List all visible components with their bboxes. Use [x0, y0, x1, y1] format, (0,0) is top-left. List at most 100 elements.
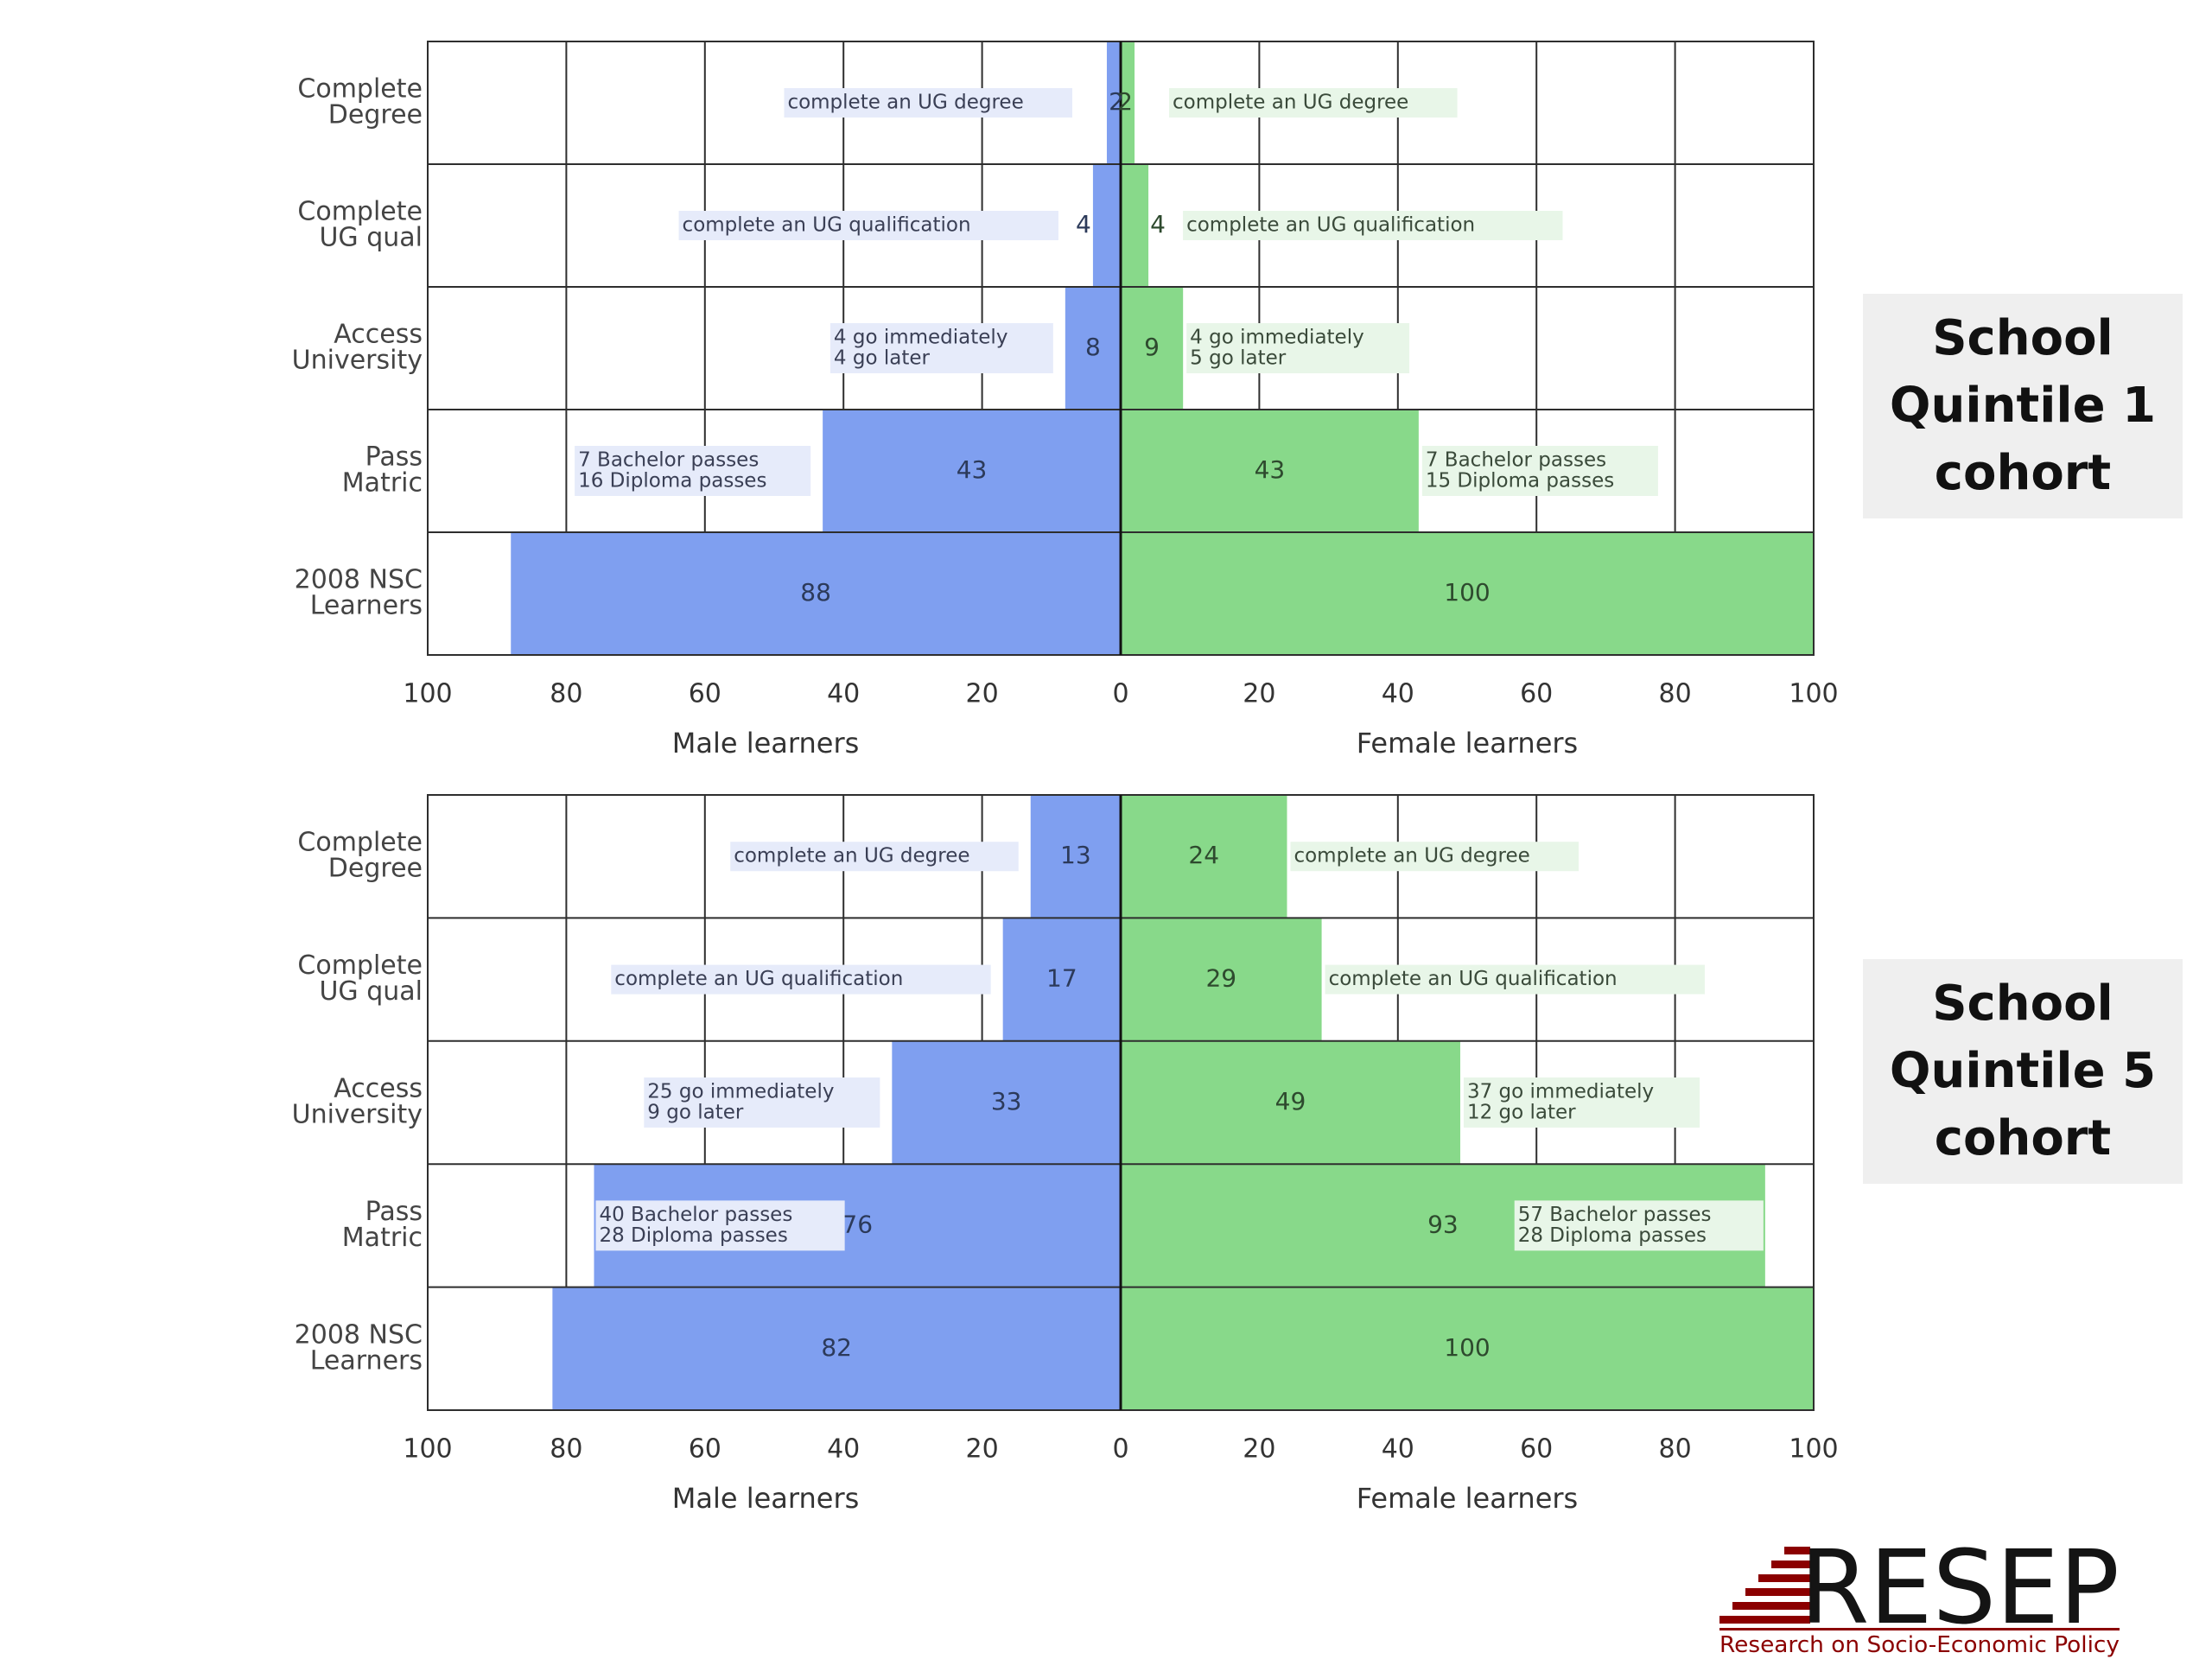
bar-value-label-male: 88 — [800, 578, 831, 607]
x-tick-label: 100 — [403, 679, 452, 709]
chart-panel-2: 13 24 complete an UG degree complete an UG … — [292, 794, 1839, 1515]
bar-female — [1121, 41, 1135, 164]
annotation-box-female — [1421, 446, 1658, 496]
category-label: University — [292, 1100, 423, 1130]
x-axis-title-male: Male learners — [672, 1482, 860, 1515]
annotation-text-male: 4 go later — [834, 347, 931, 370]
category-label: Access — [334, 320, 423, 350]
bar-value-label-female: 29 — [1205, 964, 1236, 993]
category-label: 2008 NSC — [295, 1319, 423, 1350]
annotation-text-male: complete an UG qualification — [614, 968, 903, 990]
annotation-text-male: complete an UG qualification — [683, 214, 971, 237]
cohort-label-line: Quintile 5 — [1889, 1043, 2157, 1099]
annotation-text-male: 28 Diploma passes — [599, 1224, 787, 1247]
logo-stair-icon — [1719, 1547, 1810, 1624]
annotation-box-male — [644, 1077, 880, 1128]
bar-value-label-female: 2 — [1117, 87, 1133, 116]
annotation-text-female: complete an UG qualification — [1186, 214, 1475, 237]
annotation-text-female: 5 go later — [1190, 347, 1287, 370]
category-label: University — [292, 346, 423, 376]
annotation-box-male — [611, 964, 991, 995]
annotation-box-male — [784, 88, 1072, 118]
bar-female — [1121, 795, 1287, 918]
bar-value-label-male: 82 — [821, 1333, 852, 1362]
annotation-box-female — [1463, 1077, 1700, 1128]
annotation-text-female: 28 Diploma passes — [1518, 1224, 1707, 1247]
annotation-text-male: complete an UG degree — [787, 92, 1023, 114]
x-tick-label: 100 — [1789, 679, 1838, 709]
category-label: Complete — [297, 74, 423, 105]
category-label: UG qual — [319, 223, 423, 253]
bar-male — [511, 532, 1121, 655]
bar-value-label-male: 43 — [957, 455, 988, 484]
bar-value-label-male: 2 — [1109, 87, 1124, 116]
x-tick-label: 40 — [1382, 679, 1414, 709]
annotation-box-female — [1186, 323, 1410, 373]
bar-female — [1121, 287, 1184, 410]
bar-value-label-male: 76 — [842, 1210, 873, 1238]
x-tick-label: 20 — [966, 679, 999, 709]
category-label: Learners — [310, 591, 423, 621]
bar-male — [892, 1040, 1121, 1165]
cohort-label-line: cohort — [1934, 1110, 2112, 1166]
bar-female — [1121, 164, 1149, 287]
cohort-label-line: School — [1932, 976, 2113, 1032]
bar-female — [1121, 1040, 1460, 1165]
annotation-text-female: 37 go immediately — [1467, 1081, 1654, 1103]
bar-value-label-male: 17 — [1046, 964, 1077, 993]
x-tick-label: 60 — [689, 679, 721, 709]
bar-male — [552, 1287, 1121, 1410]
annotation-text-female: 12 go later — [1467, 1102, 1576, 1124]
x-tick-label: 80 — [1659, 1434, 1692, 1465]
x-tick-label: 100 — [1789, 1434, 1838, 1465]
bar-male — [1030, 795, 1121, 918]
annotation-box-male — [595, 1200, 845, 1251]
x-tick-label: 20 — [1243, 679, 1275, 709]
annotation-text-female: complete an UG degree — [1294, 845, 1529, 868]
x-tick-label: 40 — [1382, 1434, 1414, 1465]
x-tick-label: 40 — [827, 679, 860, 709]
x-tick-label: 80 — [550, 1434, 582, 1465]
bar-value-label-male: 13 — [1060, 841, 1091, 869]
x-tick-label: 80 — [550, 679, 582, 709]
annotation-box-female — [1169, 88, 1458, 118]
category-label: UG qual — [319, 976, 423, 1007]
annotation-box-male — [678, 211, 1058, 240]
annotation-text-male: 9 go later — [647, 1102, 744, 1124]
cohort-label-line: Quintile 1 — [1889, 378, 2157, 434]
annotation-text-male: 16 Diploma passes — [578, 470, 766, 493]
bar-female — [1121, 918, 1322, 1041]
x-tick-label: 20 — [1243, 1434, 1275, 1465]
bar-value-label-male: 4 — [1076, 210, 1091, 238]
bar-value-label-female: 100 — [1444, 1333, 1490, 1362]
category-label: Matric — [342, 1223, 423, 1253]
category-label: Complete — [297, 828, 423, 858]
cohort-label-line: School — [1932, 310, 2113, 366]
logo-tagline: Research on Socio-Economic Policy — [1719, 1632, 2120, 1657]
annotation-text-female: 4 go immediately — [1190, 327, 1364, 349]
annotation-box-female — [1325, 964, 1705, 995]
bar-male — [1065, 287, 1121, 410]
bar-value-label-female: 49 — [1275, 1087, 1306, 1116]
category-label: Degree — [328, 100, 423, 130]
x-tick-label: 60 — [689, 1434, 721, 1465]
x-axis-title-female: Female learners — [1357, 1482, 1578, 1515]
x-axis-title-female: Female learners — [1357, 727, 1578, 760]
annotation-text-male: 7 Bachelor passes — [578, 449, 759, 472]
category-label: 2008 NSC — [295, 565, 423, 595]
category-label: Learners — [310, 1345, 423, 1376]
category-label: Pass — [365, 1197, 423, 1227]
annotation-box-male — [575, 446, 811, 496]
category-label: Matric — [342, 468, 423, 499]
x-tick-label: 20 — [966, 1434, 999, 1465]
annotation-text-male: complete an UG degree — [734, 845, 969, 868]
x-tick-label: 0 — [1112, 1434, 1128, 1465]
bar-value-label-female: 43 — [1255, 455, 1286, 484]
bar-value-label-male: 33 — [991, 1087, 1022, 1116]
annotation-text-female: complete an UG qualification — [1329, 968, 1618, 990]
x-tick-label: 80 — [1659, 679, 1692, 709]
chart-panel-1: 22 complete an UG degree complete an UG de… — [292, 41, 1839, 760]
annotation-text-female: 7 Bachelor passes — [1426, 449, 1606, 472]
x-tick-label: 60 — [1520, 679, 1553, 709]
